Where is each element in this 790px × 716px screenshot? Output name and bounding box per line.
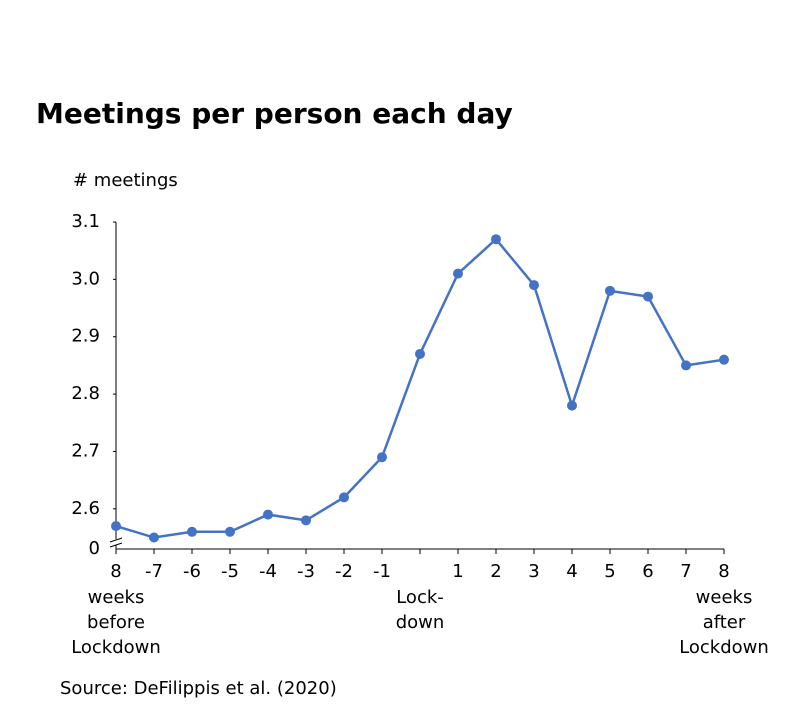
annotation: Lock-	[396, 587, 444, 608]
line	[115, 237, 725, 539]
point	[263, 509, 273, 520]
point	[377, 452, 387, 463]
y-tick-label: 3.0	[71, 268, 100, 289]
point	[339, 492, 349, 503]
y-tick-label: 2.9	[71, 326, 100, 347]
annotation: weeks	[88, 587, 145, 608]
point	[567, 400, 577, 411]
y-tick-label: 2.8	[71, 383, 100, 404]
source: Source: DeFilippis et al. (2020)	[60, 678, 337, 699]
x-tick-label: 2	[490, 561, 501, 582]
x-tick-label: -2	[335, 561, 353, 582]
x-tick-label: -1	[373, 561, 391, 582]
y-tick-label: 2.6	[71, 498, 100, 519]
point	[453, 268, 463, 279]
x-tick-label: -5	[221, 561, 239, 582]
y-tick-label: 2.7	[71, 440, 100, 461]
annotation: weeks	[696, 587, 753, 608]
annotation: before	[87, 612, 145, 633]
point	[681, 360, 691, 371]
y-tick-label: 3.1	[71, 211, 100, 232]
x-tick-label: 8	[718, 561, 729, 582]
x-tick-label: -4	[259, 561, 277, 582]
y-axis-label: # meetings	[73, 170, 178, 191]
point	[149, 532, 159, 543]
x-tick-label: -6	[183, 561, 201, 582]
point	[719, 354, 729, 365]
x-tick-label: 3	[528, 561, 539, 582]
point	[225, 526, 235, 537]
annotation: after	[703, 612, 746, 633]
chart-title: Meetings per person each day	[36, 97, 513, 130]
x-tick-label: 8	[110, 561, 121, 582]
point	[643, 291, 653, 302]
x-tick-label: 7	[680, 561, 691, 582]
axis-break	[109, 537, 123, 543]
point	[187, 526, 197, 537]
x-tick-label: -3	[297, 561, 315, 582]
axis-break	[109, 542, 123, 548]
point	[491, 234, 501, 245]
point	[415, 348, 425, 359]
y-break-label: 0	[89, 538, 100, 559]
x-tick-label: 1	[452, 561, 463, 582]
x-tick-label: 5	[604, 561, 615, 582]
point	[605, 285, 615, 296]
point	[529, 280, 539, 291]
point	[301, 515, 311, 526]
annotation: down	[396, 612, 445, 633]
x-tick-label: -7	[145, 561, 163, 582]
x-tick-label: 4	[566, 561, 577, 582]
annotation: Lockdown	[71, 637, 161, 658]
annotation: Lockdown	[679, 637, 769, 658]
x-tick-label: 6	[642, 561, 653, 582]
point	[111, 521, 121, 532]
